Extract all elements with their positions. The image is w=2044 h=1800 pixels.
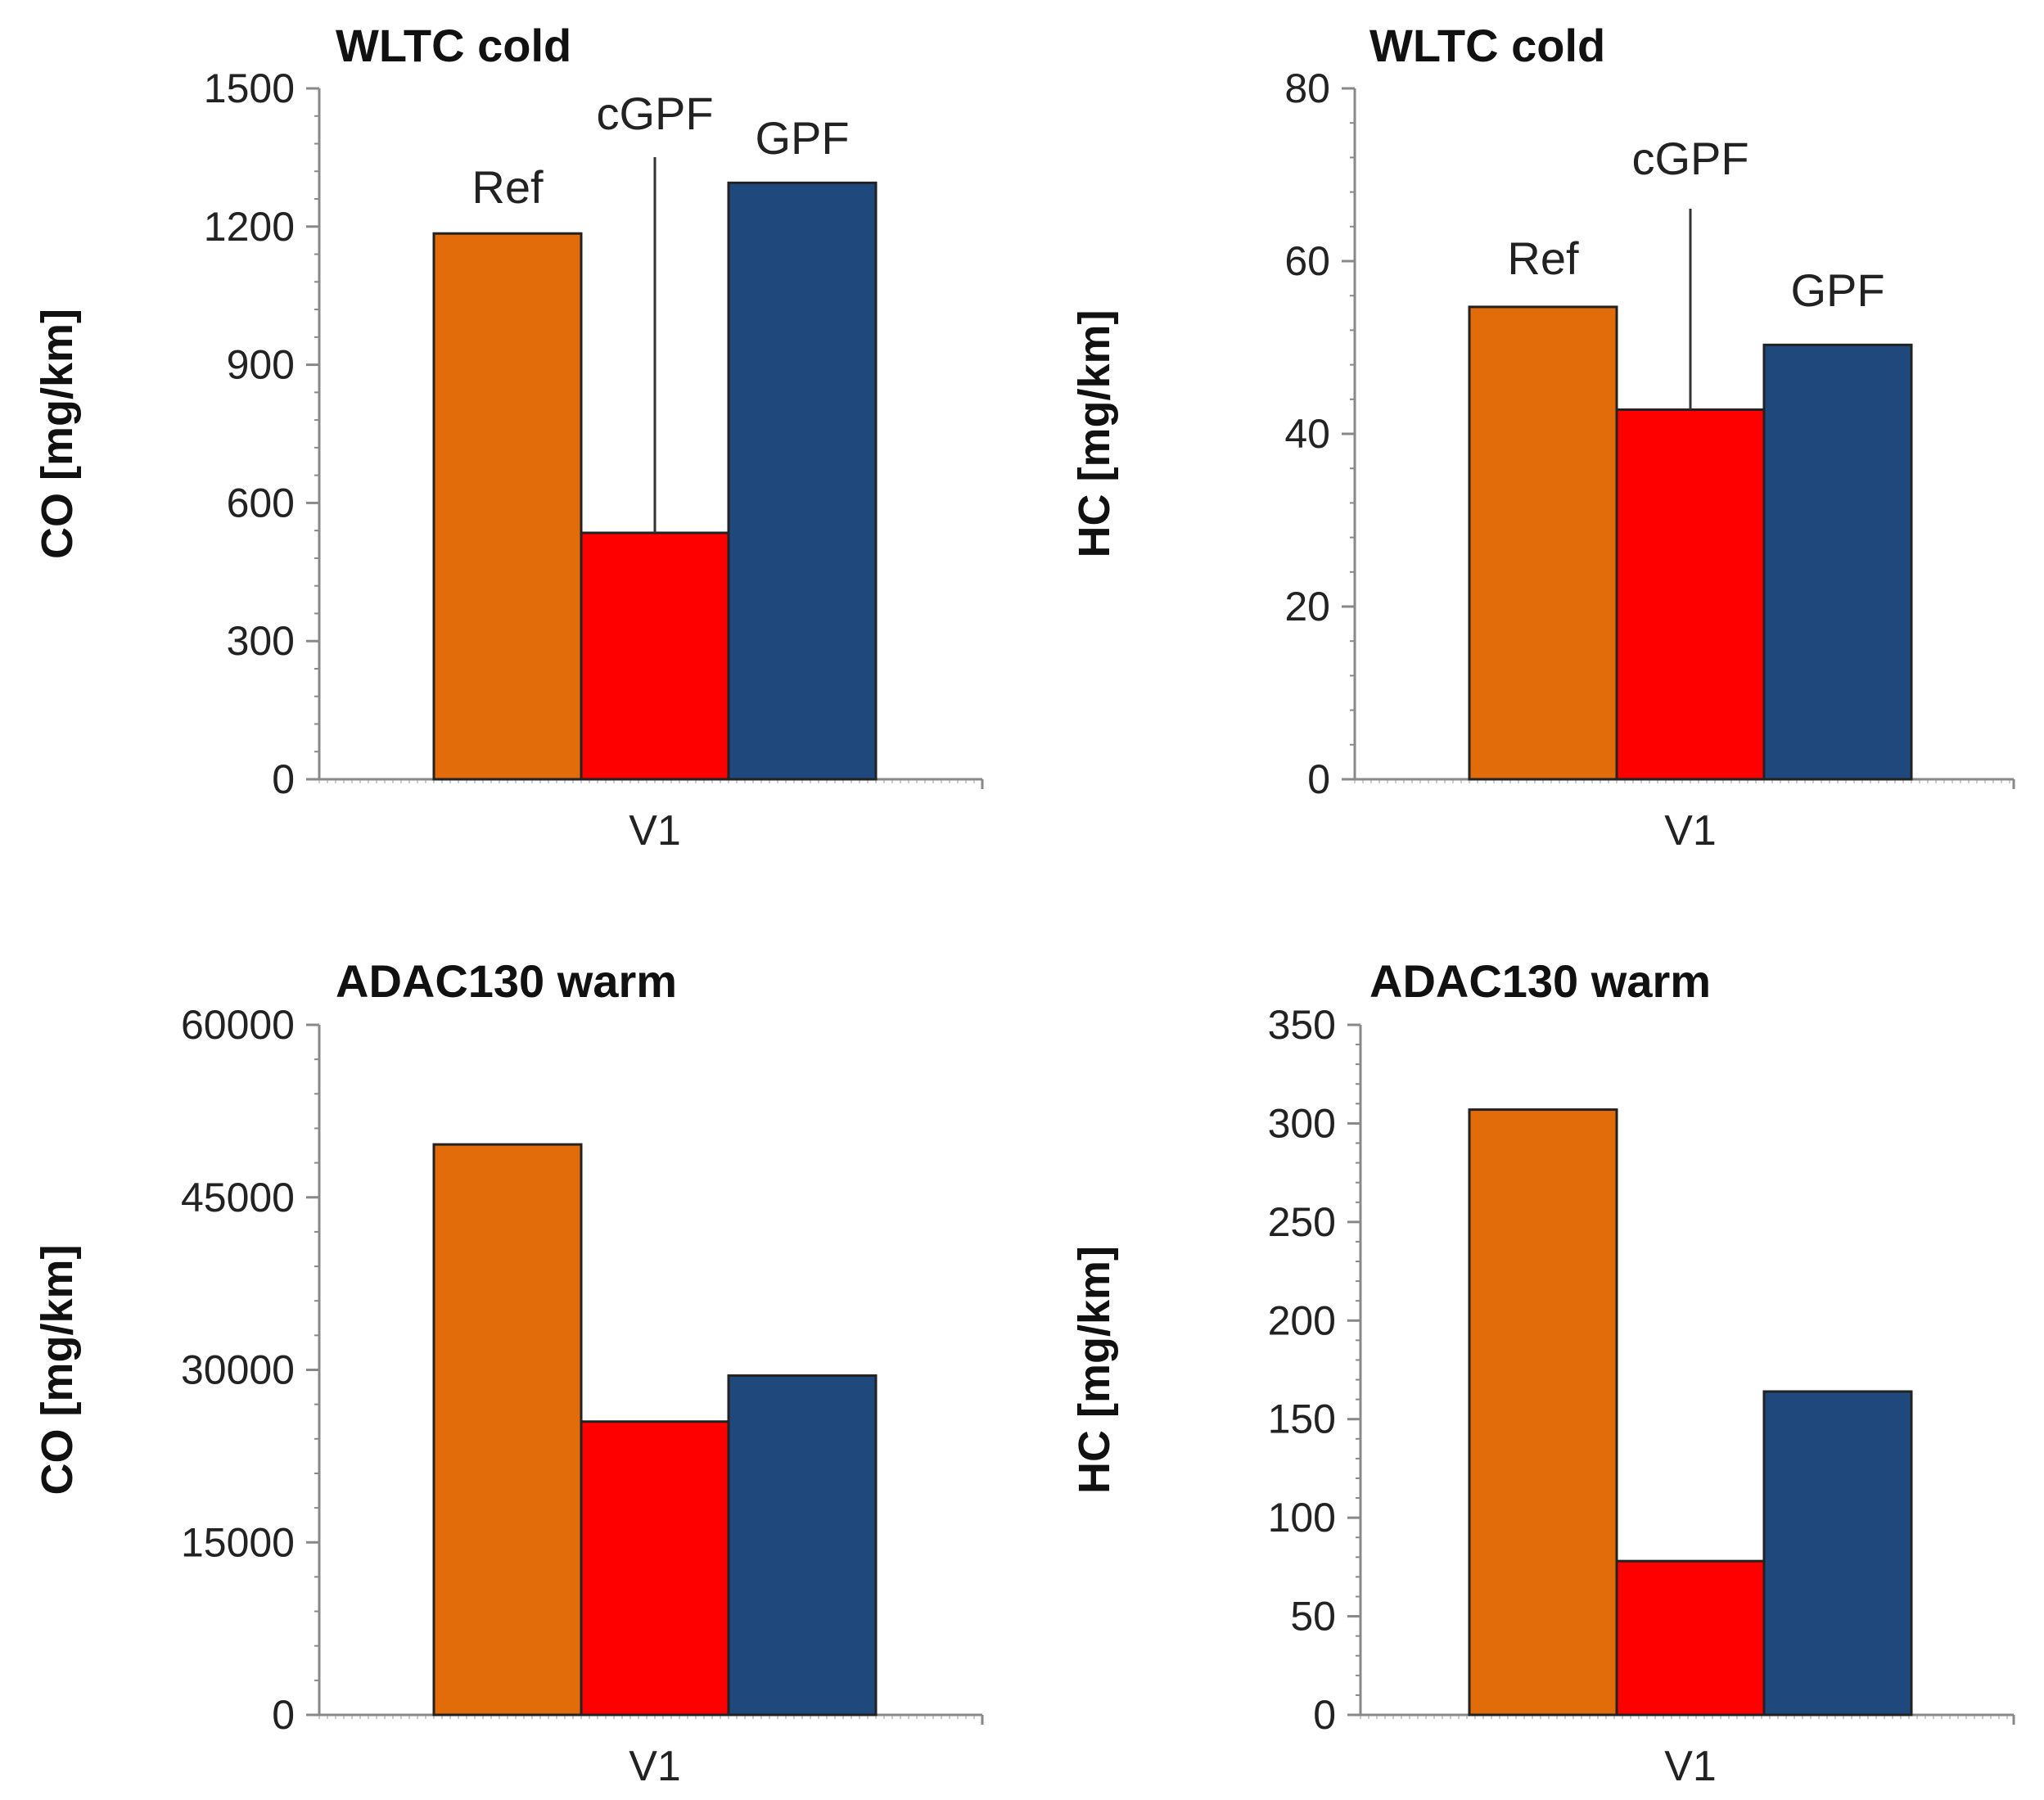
bar-cgpf (1615, 1559, 1766, 1717)
x-category-label: V1 (1664, 1743, 1717, 1790)
bar-label-ref: Ref (1507, 232, 1579, 284)
y-tick-label: 60 (1284, 238, 1330, 284)
y-tick-label: 0 (272, 756, 295, 802)
y-tick-label: 100 (1268, 1495, 1336, 1541)
y-tick-label: 350 (1268, 1002, 1336, 1048)
bar-ref (1468, 305, 1618, 781)
bar-ref (432, 1143, 583, 1717)
bar-cgpf (580, 531, 730, 781)
chart-title: WLTC cold (1369, 20, 1605, 71)
bar-gpf (1762, 1390, 1913, 1717)
chart-title: ADAC130 warm (336, 955, 677, 1007)
y-tick-label: 1500 (204, 65, 295, 111)
x-category-label: V1 (629, 1743, 681, 1790)
bar-gpf (1762, 343, 1913, 781)
bar-label-gpf: GPF (755, 112, 849, 164)
x-category-label: V1 (1664, 807, 1717, 855)
y-tick-label: 900 (227, 342, 295, 388)
y-tick-label: 300 (227, 618, 295, 664)
chart-title: ADAC130 warm (1369, 955, 1711, 1007)
y-tick-label: 0 (1307, 756, 1330, 802)
chart-panel-3: 0 15000 30000 45000 60000 V1 ADAC130 warm CO [m… (33, 955, 984, 1790)
chart-title: WLTC cold (336, 20, 571, 71)
y-tick-label: 20 (1284, 584, 1330, 629)
y-tick-label: 30000 (181, 1347, 295, 1393)
y-tick-label: 0 (1313, 1692, 1336, 1738)
bar-gpf (727, 1374, 878, 1717)
y-tick-label: 50 (1290, 1594, 1336, 1640)
bar-ref (432, 232, 583, 781)
y-tick-label: 0 (272, 1692, 295, 1738)
bar-label-gpf: GPF (1790, 264, 1884, 316)
y-tick-label: 200 (1268, 1297, 1336, 1343)
y-tick-label: 1200 (204, 204, 295, 250)
x-category-label: V1 (629, 807, 681, 855)
bar-cgpf (1615, 408, 1766, 781)
chart-panel-2: 0 20 40 60 80 V1 WLTC cold HC [mg/km] Ref cGPF GPF (1070, 20, 2015, 855)
y-axis-label: HC [mg/km] (1070, 1246, 1119, 1494)
y-axis-label: HC [mg/km] (1070, 309, 1119, 557)
y-tick-label: 80 (1284, 65, 1330, 111)
y-tick-label: 300 (1268, 1100, 1336, 1146)
bar-label-cgpf: cGPF (596, 88, 713, 139)
y-tick-label: 45000 (181, 1175, 295, 1220)
y-tick-label: 600 (227, 480, 295, 526)
bar-gpf (727, 181, 878, 781)
bar-ref (1468, 1108, 1618, 1717)
chart-panel-4: 0 50 100 150 200 250 300 350 V1 ADAC130 warm HC [m… (1070, 955, 2015, 1790)
y-tick-label: 250 (1268, 1199, 1336, 1245)
y-axis-label: CO [mg/km] (33, 309, 82, 559)
y-tick-label: 40 (1284, 411, 1330, 457)
bar-label-cgpf: cGPF (1631, 133, 1748, 184)
y-tick-label: 60000 (181, 1002, 295, 1048)
y-tick-label: 15000 (181, 1519, 295, 1565)
y-tick-label: 150 (1268, 1396, 1336, 1442)
bar-cgpf (580, 1420, 730, 1717)
y-axis-label: CO [mg/km] (33, 1244, 82, 1495)
chart-panel-1: 0 300 600 900 1200 1500 V1 WLTC cold CO [mg/km] R… (33, 20, 984, 855)
bar-label-ref: Ref (472, 161, 544, 213)
